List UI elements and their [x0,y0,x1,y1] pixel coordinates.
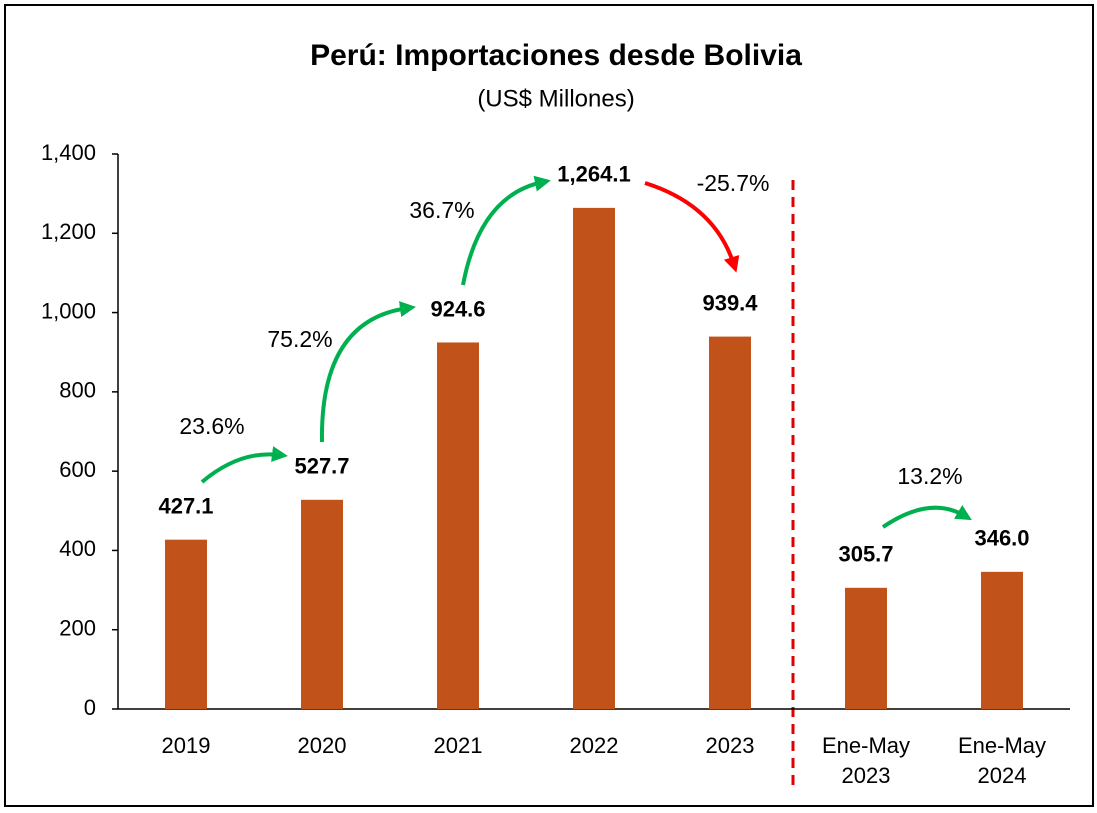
annotation: 13.2% [897,463,962,489]
bar [709,336,751,709]
data-label: 305.7 [838,542,893,567]
y-tick-label: 400 [59,536,96,561]
y-tick-label: 600 [59,457,96,482]
x-tick-label: 2019 [161,733,211,758]
bar [437,342,479,709]
y-tick-label: 0 [84,695,96,720]
data-label: 939.4 [702,290,758,315]
x-tick-label: Ene-May 2023 [821,733,911,788]
arrow [200,446,288,484]
chart-border [4,4,1094,807]
bar [845,587,887,709]
bar [573,207,615,710]
x-tick-label: Ene-May 2024 [957,733,1047,788]
chart-subtitle: (US$ Millones) [477,85,634,112]
x-tick-label: 2021 [433,733,483,758]
arrow [881,505,972,529]
data-label: 527.7 [294,454,349,479]
annotation: 36.7% [409,197,474,223]
arrow [461,175,551,286]
y-tick-label: 1,200 [41,219,96,244]
y-tick-label: 800 [59,378,96,403]
data-label: 346.0 [974,526,1029,551]
arrow [319,301,416,443]
chart-title: Perú: Importaciones desde Bolivia [310,39,802,72]
x-tick-label: 2023 [705,733,755,758]
data-label: 924.6 [430,296,485,321]
y-tick-label: 1,400 [41,140,96,165]
bar [301,499,343,709]
y-tick-label: 200 [59,616,96,641]
data-label: 427.1 [158,493,213,518]
x-tick-label: 2020 [297,733,347,758]
bar [165,539,207,709]
annotation: 23.6% [179,413,244,439]
x-tick-label: 2022 [569,733,619,758]
y-tick-label: 1,000 [41,298,96,323]
annotation: -25.7% [697,170,770,196]
arrow [644,181,740,273]
bar [981,571,1023,709]
data-label: 1,264.1 [557,162,630,187]
arrows [200,175,972,529]
annotation: 75.2% [267,326,332,352]
